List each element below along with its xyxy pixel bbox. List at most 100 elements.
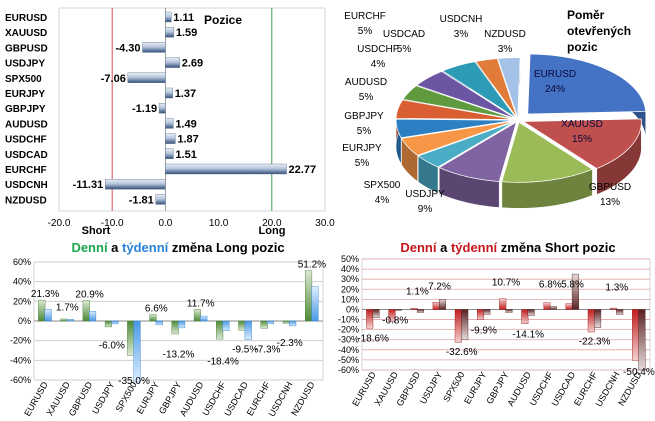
value-label: -4.30 xyxy=(115,42,140,54)
pie-slice xyxy=(497,57,521,118)
chart-title-part: a xyxy=(108,240,122,255)
category-label: GBPUSD xyxy=(5,43,48,54)
data-label: 51.2% xyxy=(298,260,326,271)
pie-slice-pct: 13% xyxy=(600,197,620,208)
data-label: -32.6% xyxy=(446,347,478,358)
weekly-change-bar xyxy=(88,311,97,322)
pie-slice xyxy=(402,85,515,120)
short-change-chart: 50%40%30%20%10%0%-10%-20%-30%-40%-50%-60… xyxy=(338,240,655,408)
y-tick-label: -60% xyxy=(10,375,31,385)
weekly-change-bar xyxy=(200,315,208,322)
data-label: 7.2% xyxy=(428,281,451,292)
data-label: 1.3% xyxy=(605,282,628,293)
pie-slice-pct: 3% xyxy=(454,29,469,40)
value-label: 1.49 xyxy=(175,118,196,130)
value-label: 1.87 xyxy=(177,134,198,146)
daily-change-bar xyxy=(216,320,224,340)
daily-change-bar xyxy=(521,309,529,324)
weekly-change-bar xyxy=(311,286,319,322)
data-label: -35.0% xyxy=(118,376,150,387)
pie-slice-pct: 5% xyxy=(358,26,373,37)
value-label: -7.06 xyxy=(101,73,126,85)
weekly-change-bar xyxy=(638,309,646,371)
category-label: SPX500 xyxy=(5,74,42,85)
value-label: 1.37 xyxy=(175,88,196,100)
chart-title-part: týdenní xyxy=(122,240,169,255)
pie-slice-label: USDCNH xyxy=(440,14,483,25)
daily-change-bar xyxy=(609,307,617,310)
x-tick-label: 30.0 xyxy=(315,218,335,229)
data-label: 5.8% xyxy=(561,279,584,290)
pie-slice xyxy=(417,121,516,168)
y-tick-label: -10% xyxy=(338,315,359,325)
position-bar xyxy=(155,194,166,205)
data-label: -9.9% xyxy=(471,326,497,337)
value-label: 2.69 xyxy=(182,58,203,70)
weekly-change-bar xyxy=(394,309,402,311)
pie-slice-pct: 4% xyxy=(375,195,390,206)
category-label: USDCNH xyxy=(5,180,48,191)
x-tick-label: 0.0 xyxy=(158,218,172,229)
pie-slice-label: USDCHF xyxy=(357,44,399,55)
long-change-chart: 60%40%20%0%-20%-40%-60%EURUSDXAUUSDGBPUS… xyxy=(10,240,326,418)
position-bar xyxy=(165,148,174,160)
pie-slice-pct: 3% xyxy=(498,44,513,55)
chart-title-part: Denní xyxy=(400,240,437,255)
y-tick-label: -20% xyxy=(338,325,359,335)
y-tick-label: 0% xyxy=(18,316,31,326)
data-label: 6.6% xyxy=(145,304,168,315)
weekly-change-bar xyxy=(616,309,624,315)
daily-change-bar xyxy=(410,308,418,310)
daily-change-bar xyxy=(432,302,440,310)
data-label: -50.4% xyxy=(623,367,655,378)
daily-change-bar xyxy=(104,320,112,328)
data-label: -6.0% xyxy=(99,341,125,352)
pie-slice-label: GBPUSD xyxy=(589,182,631,193)
data-label: -7.3% xyxy=(254,345,280,356)
daily-change-bar xyxy=(587,309,595,333)
pie-slice xyxy=(475,58,518,118)
value-label: 1.51 xyxy=(175,149,196,161)
value-label: -11.31 xyxy=(73,179,104,191)
chart-title: Denní a týdenní změna Long pozic xyxy=(71,240,284,255)
pie-title-line: Poměr xyxy=(567,8,605,22)
plot-area xyxy=(361,258,651,371)
daily-change-bar xyxy=(305,270,313,322)
x-tick-label: 20.0 xyxy=(262,218,282,229)
category-label: EURUSD xyxy=(5,13,47,24)
weekly-change-bar xyxy=(44,309,52,322)
weekly-change-bar xyxy=(549,306,557,310)
positions-bar-chart: EURUSD 1.11 XAUUSD 1.59 GBPUSD -4.30 USDJPY 2.6… xyxy=(5,7,335,237)
daily-change-bar xyxy=(388,309,396,322)
weekly-change-bar xyxy=(505,309,513,313)
y-tick-label: -40% xyxy=(10,355,31,365)
position-bar xyxy=(165,11,172,23)
chart-title-part: a xyxy=(436,240,450,255)
y-tick-label: 0% xyxy=(346,304,359,314)
category-label: USDCAD xyxy=(5,150,48,161)
position-bar xyxy=(165,133,176,144)
weekly-change-bar xyxy=(155,320,163,326)
x-tick-label: -10.0 xyxy=(101,218,124,229)
daily-change-bar xyxy=(127,320,135,356)
data-label: 6.8% xyxy=(539,279,562,290)
data-label: 10.7% xyxy=(492,277,520,288)
category-label: XAUUSD xyxy=(5,28,47,39)
y-tick-label: 20% xyxy=(13,296,31,306)
daily-change-bar xyxy=(282,320,290,324)
daily-change-bar xyxy=(454,309,462,343)
chart-title: Denní a týdenní změna Short pozic xyxy=(400,240,615,255)
pie-slice xyxy=(415,71,516,119)
pie-slice-label: USDCAD xyxy=(383,29,425,40)
pie-slice-pct: 5% xyxy=(355,158,370,169)
category-label: USDCHF xyxy=(5,135,47,146)
position-bar xyxy=(165,163,287,175)
category-label: AUDUSD xyxy=(5,119,48,130)
weekly-change-bar xyxy=(372,309,380,318)
value-label: 1.59 xyxy=(176,27,197,39)
weekly-change-bar xyxy=(66,319,74,322)
data-label: -18.4% xyxy=(207,356,239,367)
pie-slice-label: XAUUSD xyxy=(561,119,603,130)
pie-slice-pct: 15% xyxy=(572,134,592,145)
